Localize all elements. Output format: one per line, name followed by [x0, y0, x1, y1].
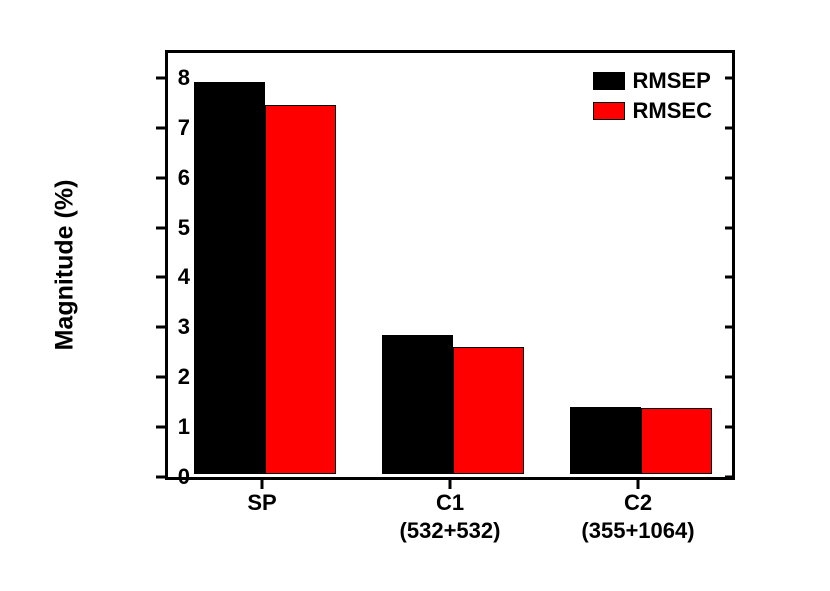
- y-tick: [156, 376, 165, 379]
- y-tick: [156, 276, 165, 279]
- y-tick: [156, 176, 165, 179]
- y-tick: [156, 226, 165, 229]
- legend-item-rmsec: RMSEC: [593, 98, 712, 124]
- x-category-label: SP: [247, 490, 276, 516]
- x-tick: [637, 480, 640, 489]
- x-category-sublabel: (355+1064): [581, 518, 694, 544]
- legend: RMSEP RMSEC: [593, 68, 712, 124]
- bar: [641, 408, 712, 474]
- chart-container: Magnitude (%) 012345678 RMSEP RMSEC SPC1…: [60, 20, 770, 570]
- legend-label-rmsep: RMSEP: [633, 68, 711, 94]
- bar: [382, 335, 453, 474]
- y-tick: [156, 76, 165, 79]
- legend-swatch-rmsec: [593, 102, 625, 120]
- legend-swatch-rmsep: [593, 72, 625, 90]
- y-tick: [156, 126, 165, 129]
- x-category-sublabel: (532+532): [400, 518, 501, 544]
- x-tick: [449, 480, 452, 489]
- bar: [570, 407, 641, 474]
- bar: [194, 82, 265, 474]
- plot-area: RMSEP RMSEC: [165, 50, 735, 480]
- y-tick: [156, 326, 165, 329]
- legend-item-rmsep: RMSEP: [593, 68, 712, 94]
- x-tick: [261, 480, 264, 489]
- legend-label-rmsec: RMSEC: [633, 98, 712, 124]
- x-category-label: C2: [624, 490, 652, 516]
- bar: [265, 105, 336, 474]
- x-category-label: C1: [436, 490, 464, 516]
- y-axis-label: Magnitude (%): [51, 180, 80, 351]
- bar: [453, 347, 524, 474]
- y-tick: [156, 476, 165, 479]
- y-tick: [156, 426, 165, 429]
